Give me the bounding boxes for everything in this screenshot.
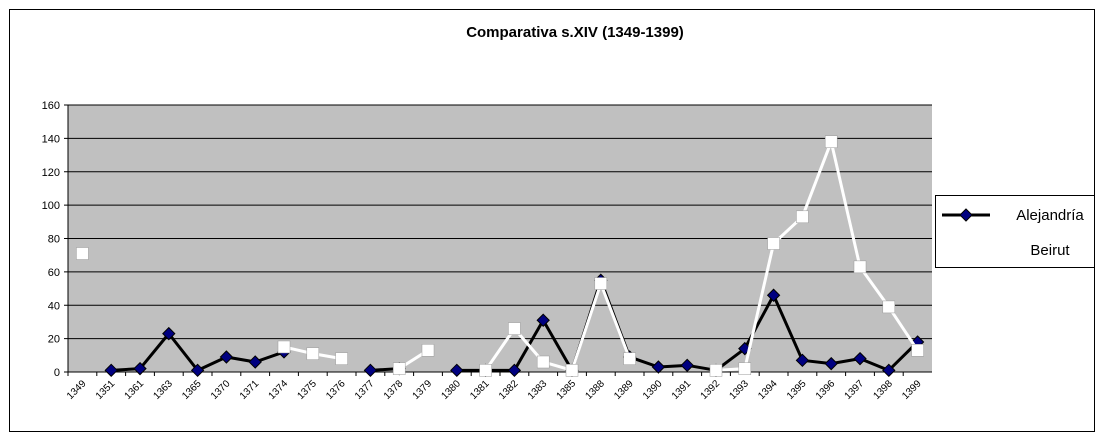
marker (796, 210, 809, 224)
y-tick-label: 80 (48, 234, 60, 246)
marker (824, 135, 838, 148)
y-tick-label: 140 (42, 133, 60, 145)
marker (277, 340, 291, 354)
marker (623, 352, 636, 365)
marker (190, 363, 205, 378)
marker (363, 363, 378, 378)
y-tick-label: 0 (54, 367, 60, 379)
marker (824, 356, 838, 371)
line (715, 140, 919, 372)
marker (882, 300, 896, 314)
marker (335, 352, 348, 365)
marker (450, 363, 464, 378)
marker (594, 277, 608, 290)
marker (911, 344, 924, 357)
marker (104, 363, 118, 378)
marker (536, 313, 550, 327)
chart-title: Comparativa s.XIV (1349-1399) (466, 24, 684, 41)
y-tick-label: 160 (42, 100, 60, 112)
marker (565, 364, 579, 377)
y-tick-label: 100 (42, 200, 60, 212)
marker (306, 347, 320, 360)
marker (133, 361, 147, 376)
marker (651, 360, 666, 374)
y-tick-label: 60 (48, 267, 60, 279)
marker (709, 364, 723, 377)
marker (479, 364, 492, 377)
marker (536, 355, 550, 369)
marker (76, 247, 89, 260)
marker (853, 260, 867, 274)
legend-marker (959, 208, 973, 222)
legend-label: Beirut (1030, 242, 1070, 259)
marker (882, 363, 896, 378)
marker (738, 362, 752, 375)
y-tick-label: 20 (48, 334, 60, 346)
marker (680, 358, 694, 373)
legend (935, 195, 1095, 268)
marker (508, 322, 521, 335)
marker (392, 362, 406, 375)
marker (795, 353, 810, 368)
marker (507, 363, 522, 378)
marker (421, 344, 435, 357)
marker (248, 355, 262, 369)
marker (767, 237, 780, 250)
marker (162, 326, 176, 341)
line (484, 282, 632, 372)
marker (766, 288, 781, 302)
marker (853, 351, 867, 366)
marker (219, 350, 234, 364)
y-tick-label: 120 (42, 167, 60, 179)
y-tick-label: 40 (48, 300, 60, 312)
legend-label: Alejandría (1016, 207, 1084, 224)
